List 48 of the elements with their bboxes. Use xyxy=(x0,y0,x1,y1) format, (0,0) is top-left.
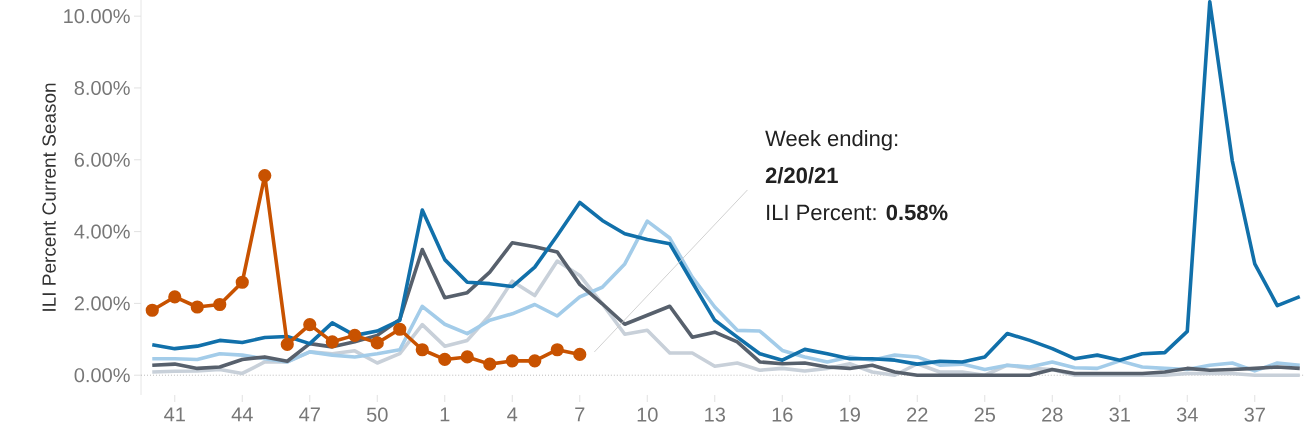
point xyxy=(303,318,317,332)
point xyxy=(393,322,407,336)
x-tick-label: 19 xyxy=(840,407,860,422)
x-tick-label: 31 xyxy=(1109,407,1130,422)
x-tick-label: 4 xyxy=(507,407,518,422)
y-tick-label: 4.00% xyxy=(74,224,130,239)
point xyxy=(550,343,564,357)
point xyxy=(145,303,159,317)
point xyxy=(325,335,339,349)
x-tick-label: 22 xyxy=(907,407,928,422)
point xyxy=(190,300,204,314)
x-tick-label: 41 xyxy=(164,407,185,422)
x-tick-label: 34 xyxy=(1176,407,1198,422)
x-tick-label: 13 xyxy=(705,407,726,422)
y-tick-label: 6.00% xyxy=(74,152,130,167)
point xyxy=(348,328,362,342)
y-tick-label: 10.00% xyxy=(64,9,130,24)
x-tick-label: 44 xyxy=(231,407,253,422)
annotation: 2/20/21 xyxy=(765,167,838,184)
point xyxy=(213,297,227,312)
x-tick-label: 7 xyxy=(575,407,585,422)
x-tick-label: 47 xyxy=(299,407,320,422)
x-tick-label: 1 xyxy=(440,407,450,422)
annotation: Week ending: xyxy=(765,130,898,151)
y-tick-label: 8.00% xyxy=(74,80,130,96)
point xyxy=(573,347,587,362)
point xyxy=(370,336,384,350)
annotation: ILI Percent: 0.58% xyxy=(767,204,948,221)
point xyxy=(235,275,249,289)
line-series xyxy=(150,0,1302,366)
point xyxy=(528,354,542,368)
point xyxy=(415,343,429,357)
x-tick-label: 50 xyxy=(366,407,388,422)
x-tick-label: 16 xyxy=(772,407,793,422)
y-axis-title: ILI Percent Current Season xyxy=(42,83,56,311)
point xyxy=(460,350,474,364)
point xyxy=(258,168,272,183)
x-tick-label: 37 xyxy=(1244,407,1265,422)
point xyxy=(168,290,182,304)
point xyxy=(505,354,519,368)
point xyxy=(438,352,452,367)
x-tick-label: 28 xyxy=(1042,407,1063,422)
y-tick-label: 2.00% xyxy=(74,296,130,311)
point xyxy=(280,337,294,351)
y-tick-label: 0.00% xyxy=(74,368,130,383)
x-tick-label: 25 xyxy=(974,407,996,422)
point xyxy=(483,357,497,371)
x-tick-label: 10 xyxy=(637,407,658,422)
